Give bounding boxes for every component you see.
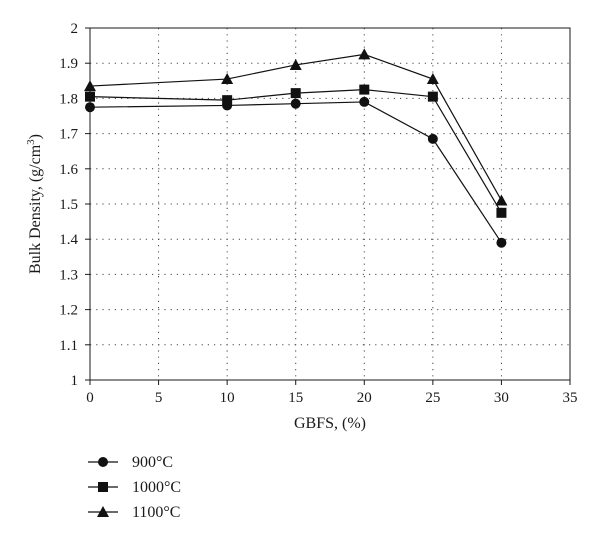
x-tick-label: 20 bbox=[357, 390, 372, 406]
triangle-data-point bbox=[358, 48, 371, 60]
y-axis-title-close: ) bbox=[27, 134, 44, 139]
triangle-data-point bbox=[495, 194, 508, 206]
series-square bbox=[85, 84, 507, 218]
square-data-point bbox=[427, 91, 438, 102]
y-tick-label: 1.4 bbox=[59, 232, 78, 248]
series-line bbox=[89, 53, 502, 201]
legend: 900°C 1000°C 1100°C bbox=[88, 454, 181, 521]
legend-item: 1000°C bbox=[88, 479, 181, 496]
axis-ticks: 11.11.21.31.41.51.61.71.81.920 5 10 15 20 25 3… bbox=[59, 21, 577, 406]
legend-item: 900°C bbox=[88, 454, 173, 471]
series-lines bbox=[84, 48, 508, 248]
circle-data-point bbox=[427, 133, 438, 144]
y-axis-title: Bulk Density, (g/cm3) bbox=[25, 134, 44, 274]
legend-item: 1100°C bbox=[88, 504, 180, 521]
y-tick-label: 2 bbox=[71, 21, 79, 37]
square-data-point bbox=[359, 84, 370, 95]
circle-data-point bbox=[290, 98, 301, 109]
legend-label: 900°C bbox=[132, 454, 173, 471]
triangle-data-point bbox=[289, 58, 302, 70]
circle-data-point bbox=[496, 237, 507, 248]
series-triangle bbox=[84, 48, 508, 206]
y-tick-label: 1.2 bbox=[59, 303, 78, 319]
x-axis-title: GBFS, (%) bbox=[294, 415, 366, 432]
x-tick-label: 25 bbox=[425, 390, 440, 406]
triangle-data-point bbox=[84, 80, 96, 92]
triangle-data-point bbox=[221, 73, 234, 85]
y-tick-label: 1.9 bbox=[59, 56, 78, 72]
x-tick-label: 30 bbox=[494, 390, 509, 406]
x-tick-label: 0 bbox=[86, 390, 94, 406]
legend-label: 1100°C bbox=[132, 504, 180, 521]
y-tick-label: 1.6 bbox=[59, 162, 78, 178]
x-tick-label: 10 bbox=[220, 390, 235, 406]
y-tick-label: 1 bbox=[71, 373, 79, 389]
square-data-point bbox=[290, 88, 301, 99]
legend-marker-square bbox=[98, 482, 108, 492]
y-tick-label: 1.3 bbox=[59, 267, 78, 283]
y-tick-label: 1.8 bbox=[59, 91, 78, 107]
square-data-point bbox=[222, 95, 233, 106]
legend-label: 1000°C bbox=[132, 479, 181, 496]
circle-data-point bbox=[85, 102, 95, 113]
series-line bbox=[89, 88, 502, 214]
circle-data-point bbox=[359, 96, 370, 107]
legend-marker-triangle bbox=[97, 506, 109, 517]
series-circle bbox=[85, 96, 507, 248]
x-tick-label: 15 bbox=[288, 390, 303, 406]
y-axis-title-superscript: 3 bbox=[25, 139, 37, 145]
y-tick-label: 1.7 bbox=[59, 127, 78, 143]
series-line bbox=[89, 101, 502, 244]
triangle-data-point bbox=[426, 73, 439, 85]
y-tick-label: 1.1 bbox=[59, 338, 78, 354]
square-data-point bbox=[85, 91, 95, 102]
square-data-point bbox=[496, 207, 507, 218]
y-axis-title-main: Bulk Density, (g/cm bbox=[27, 144, 44, 274]
legend-marker-circle bbox=[98, 457, 108, 467]
x-tick-label: 35 bbox=[563, 390, 578, 406]
y-tick-label: 1.5 bbox=[59, 197, 78, 213]
x-tick-label: 5 bbox=[155, 390, 163, 406]
